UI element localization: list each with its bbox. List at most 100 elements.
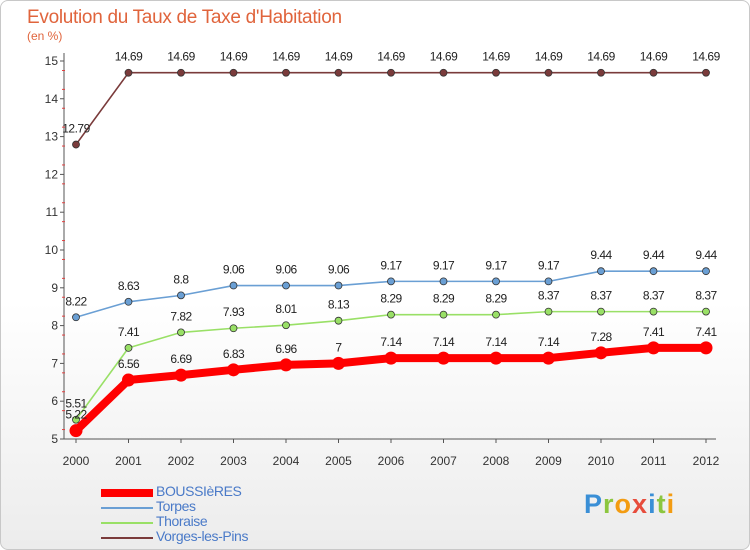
y-tick-label: 15 [45,54,59,68]
data-label: 7.28 [590,330,612,344]
data-point [492,310,500,319]
data-label: 12.79 [62,122,90,136]
data-label: 8.29 [380,292,402,306]
y-tick-label: 8 [51,319,58,333]
data-label: 7.41 [643,325,665,339]
data-point [72,415,80,424]
y-tick-label: 7 [51,356,58,370]
x-tick-label: 2010 [588,454,615,468]
x-tick-label: 2004 [273,454,300,468]
data-label: 7.14 [538,335,560,349]
data-label: 9.44 [695,248,717,262]
data-point [334,316,343,325]
legend-label: Thoraise [156,513,208,529]
data-point [544,68,553,77]
data-point [492,68,500,77]
x-tick-label: 2006 [378,454,405,468]
data-label: 8.37 [538,289,560,303]
y-tick-label: 11 [46,205,59,219]
y-tick-label: 6 [51,394,58,408]
x-tick-label: 2005 [325,454,352,468]
data-point [124,297,133,306]
data-point [594,346,608,360]
data-point [174,368,188,382]
data-point [334,281,343,290]
data-label: 14.69 [640,50,668,64]
data-point [387,277,395,286]
data-point [177,291,185,300]
data-label: 14.69 [115,50,143,64]
data-label: 8.37 [590,289,612,303]
data-label: 9.17 [433,258,455,272]
data-label: 7.41 [695,325,717,339]
x-tick-label: 2002 [168,454,195,468]
data-point [597,307,605,316]
data-point [489,351,503,365]
data-point [332,356,345,370]
data-label: 8.63 [118,279,140,293]
data-label: 5.51 [65,397,87,411]
data-label: 7.93 [223,305,245,319]
data-label: 6.69 [170,352,192,366]
y-tick-label: 13 [45,130,59,144]
data-point [227,363,240,377]
data-label: 5.22 [65,408,87,422]
logo-letter: o [614,489,633,519]
data-label: 14.69 [167,50,195,64]
data-label: 14.69 [220,50,248,64]
data-label: 14.69 [587,50,615,64]
data-label: 14.69 [430,50,458,64]
data-point [177,328,185,337]
chart-title: Evolution du Taux de Taxe d'Habitation [27,7,342,28]
logo-letter: i [648,489,657,519]
data-point [282,68,290,77]
data-point [649,68,658,77]
y-tick-label: 5 [51,432,58,446]
data-label: 14.69 [377,50,405,64]
x-tick-label: 2009 [535,454,562,468]
logo-letter: i [666,489,676,519]
logo-letter: t [656,489,667,519]
data-label: 8.29 [485,292,507,306]
data-point [282,281,290,290]
legend-swatch [101,507,153,509]
logo-letter: P [584,489,604,519]
data-point [439,68,448,77]
x-tick-label: 2007 [430,454,457,468]
data-label: 6.56 [118,357,140,371]
data-point [649,267,658,276]
data-label: 9.06 [275,263,297,277]
legend-label: Torpes [156,498,196,514]
y-tick-label: 10 [45,243,59,257]
data-label: 7.82 [170,309,192,323]
data-point [229,281,238,290]
data-label: 7 [335,340,342,354]
data-point [544,277,553,286]
legend-swatch [101,522,153,524]
data-point [282,321,290,330]
data-point [69,424,83,438]
data-point [384,351,398,365]
data-point [177,68,185,77]
data-label: 7.14 [380,335,402,349]
data-point [647,341,660,355]
series-line [75,71,707,146]
data-point [72,140,80,149]
data-point [439,310,448,319]
data-label: 14.69 [482,50,510,64]
data-label: 9.44 [590,248,612,262]
x-tick-label: 2000 [63,454,90,468]
data-label: 8.13 [328,298,350,312]
y-tick-label: 9 [51,281,58,295]
data-point [122,373,135,387]
data-point [387,68,395,77]
data-point [702,267,710,276]
data-label: 7.14 [433,335,455,349]
data-label: 8.37 [643,289,665,303]
data-label: 8.29 [433,292,455,306]
x-tick-label: 2001 [115,454,142,468]
x-tick-label: 2003 [220,454,247,468]
data-point [439,277,448,286]
data-label: 6.96 [275,342,297,356]
